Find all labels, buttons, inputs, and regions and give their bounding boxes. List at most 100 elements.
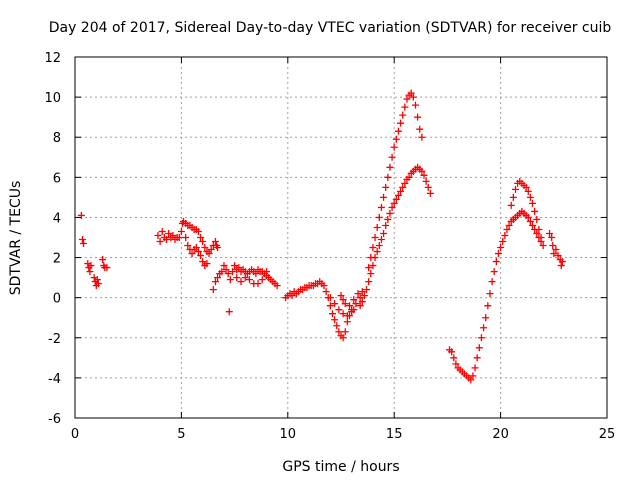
data-point-marker <box>333 322 341 330</box>
data-point-marker <box>384 173 392 181</box>
data-point-marker <box>235 264 243 272</box>
data-point-marker <box>409 93 417 101</box>
data-point-marker <box>207 246 215 254</box>
series-night <box>446 177 566 384</box>
data-point-marker <box>328 310 336 318</box>
data-point-marker <box>490 268 498 276</box>
data-point-marker <box>263 272 271 280</box>
data-point-marker <box>501 231 509 239</box>
data-point-marker <box>222 266 230 274</box>
data-point-marker <box>214 244 222 252</box>
data-point-marker <box>322 288 330 296</box>
data-point-marker <box>450 354 458 362</box>
data-point-marker <box>405 173 413 181</box>
grid-lines <box>75 57 607 418</box>
data-point-marker <box>254 280 262 288</box>
data-point-marker <box>488 278 496 286</box>
data-point-marker <box>377 203 385 211</box>
data-point-marker <box>373 223 381 231</box>
y-tick-label: 8 <box>53 131 61 146</box>
data-point-marker <box>420 171 428 179</box>
data-point-marker <box>343 318 351 326</box>
data-point-marker <box>471 364 479 372</box>
data-point-marker <box>388 203 396 211</box>
data-point-marker <box>339 310 347 318</box>
data-point-marker <box>201 244 209 252</box>
data-point-marker <box>211 278 219 286</box>
data-point-marker <box>192 244 200 252</box>
data-point-marker <box>80 240 88 248</box>
data-point-marker <box>482 314 490 322</box>
data-point-marker <box>94 280 102 288</box>
data-point-marker <box>346 302 354 310</box>
data-point-marker <box>426 189 434 197</box>
data-point-marker <box>197 234 205 241</box>
data-point-marker <box>177 227 185 235</box>
data-point-marker <box>497 244 505 252</box>
data-point-marker <box>416 125 424 133</box>
data-point-marker <box>390 143 398 151</box>
data-point-marker <box>205 250 213 258</box>
data-point-marker <box>326 294 334 302</box>
data-point-marker <box>473 354 481 362</box>
data-point-marker <box>335 328 343 336</box>
data-point-marker <box>418 133 426 141</box>
data-point-marker <box>375 213 383 221</box>
data-point-marker <box>388 153 396 161</box>
data-point-marker <box>224 270 232 278</box>
y-axis-label: SDTVAR / TECUs <box>8 181 24 296</box>
data-point-marker <box>484 302 492 310</box>
data-point-marker <box>550 250 558 258</box>
data-point-marker <box>397 119 405 127</box>
data-point-marker <box>367 270 375 278</box>
y-tick-label: 0 <box>53 292 61 307</box>
data-point-marker <box>537 234 545 241</box>
x-tick-label: 25 <box>599 427 616 442</box>
data-point-marker <box>539 242 547 250</box>
data-point-marker <box>365 278 373 286</box>
data-point-marker <box>557 262 565 270</box>
data-point-marker <box>394 127 402 135</box>
data-point-marker <box>188 250 196 258</box>
data-point-marker <box>535 225 543 233</box>
data-point-marker <box>199 258 207 266</box>
data-point-marker <box>231 262 239 270</box>
data-point-marker <box>382 221 390 229</box>
data-point-marker <box>469 372 477 380</box>
data-point-marker <box>411 101 419 109</box>
data-point-marker <box>358 288 366 296</box>
data-point-marker <box>475 344 483 352</box>
data-point-marker <box>350 296 358 304</box>
data-point-marker <box>382 183 390 191</box>
data-point-marker <box>348 306 356 314</box>
data-point-marker <box>228 268 236 276</box>
x-tick-label: 20 <box>492 427 509 442</box>
data-point-marker <box>390 199 398 207</box>
data-point-marker <box>507 201 515 209</box>
data-point-marker <box>401 103 409 111</box>
y-tick-label: -6 <box>48 412 61 427</box>
series-evening-rise <box>356 89 434 310</box>
data-point-marker <box>203 260 211 268</box>
y-tick-label: -4 <box>48 372 61 387</box>
data-point-marker <box>394 191 402 199</box>
series-midday <box>209 262 281 316</box>
data-point-marker <box>522 183 530 191</box>
x-tick-label: 5 <box>177 427 185 442</box>
data-point-marker <box>494 250 502 258</box>
data-point-marker <box>356 302 364 310</box>
x-tick-label: 15 <box>386 427 403 442</box>
y-tick-label: 12 <box>44 51 61 66</box>
data-point-marker <box>343 312 351 320</box>
data-point-marker <box>352 300 360 308</box>
data-point-marker <box>365 264 373 272</box>
data-point-marker <box>288 292 296 300</box>
data-point-marker <box>211 238 219 246</box>
data-point-marker <box>503 225 511 233</box>
data-point-marker <box>380 193 388 201</box>
data-point-marker <box>233 274 241 282</box>
data-point-marker <box>492 258 500 266</box>
data-point-marker <box>529 199 537 207</box>
data-point-marker <box>533 229 541 237</box>
